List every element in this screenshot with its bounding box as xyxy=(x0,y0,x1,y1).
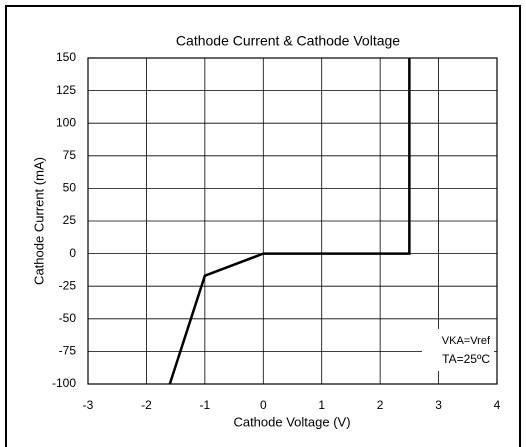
y-tick-label: 100 xyxy=(56,115,76,129)
y-tick-label: 0 xyxy=(69,246,76,260)
annotation-box xyxy=(422,329,494,371)
y-tick-label: -100 xyxy=(52,376,76,390)
frame xyxy=(5,5,521,447)
y-tick-label: 125 xyxy=(56,83,76,97)
y-tick-label: 75 xyxy=(63,148,77,162)
y-tick-label: -75 xyxy=(59,344,77,358)
line xyxy=(168,58,411,385)
y-axis-label: Cathode Current (mA) xyxy=(31,157,46,285)
y-tick-label: 50 xyxy=(63,181,77,195)
annotation: VKA=Vref xyxy=(442,335,491,347)
x-tick-label: 1 xyxy=(318,398,325,412)
x-tick-label: -1 xyxy=(200,398,211,412)
y-tick-label: 25 xyxy=(63,213,77,227)
x-tick-label: -3 xyxy=(83,398,94,412)
y-tick-label: -50 xyxy=(59,311,77,325)
plot-border xyxy=(87,57,498,385)
x-tick-label: 4 xyxy=(494,398,501,412)
chart-title: Cathode Current & Cathode Voltage xyxy=(176,33,400,49)
y-tick-label: 150 xyxy=(56,50,76,64)
annotation: TA=25ºC xyxy=(442,352,490,366)
x-tick-label: 3 xyxy=(435,398,442,412)
x-tick-label: 0 xyxy=(260,398,267,412)
y-tick-label: -25 xyxy=(59,278,77,292)
x-tick-label: 2 xyxy=(377,398,384,412)
x-tick-label: -2 xyxy=(141,398,152,412)
x-axis-label: Cathode Voltage (V) xyxy=(233,414,350,429)
